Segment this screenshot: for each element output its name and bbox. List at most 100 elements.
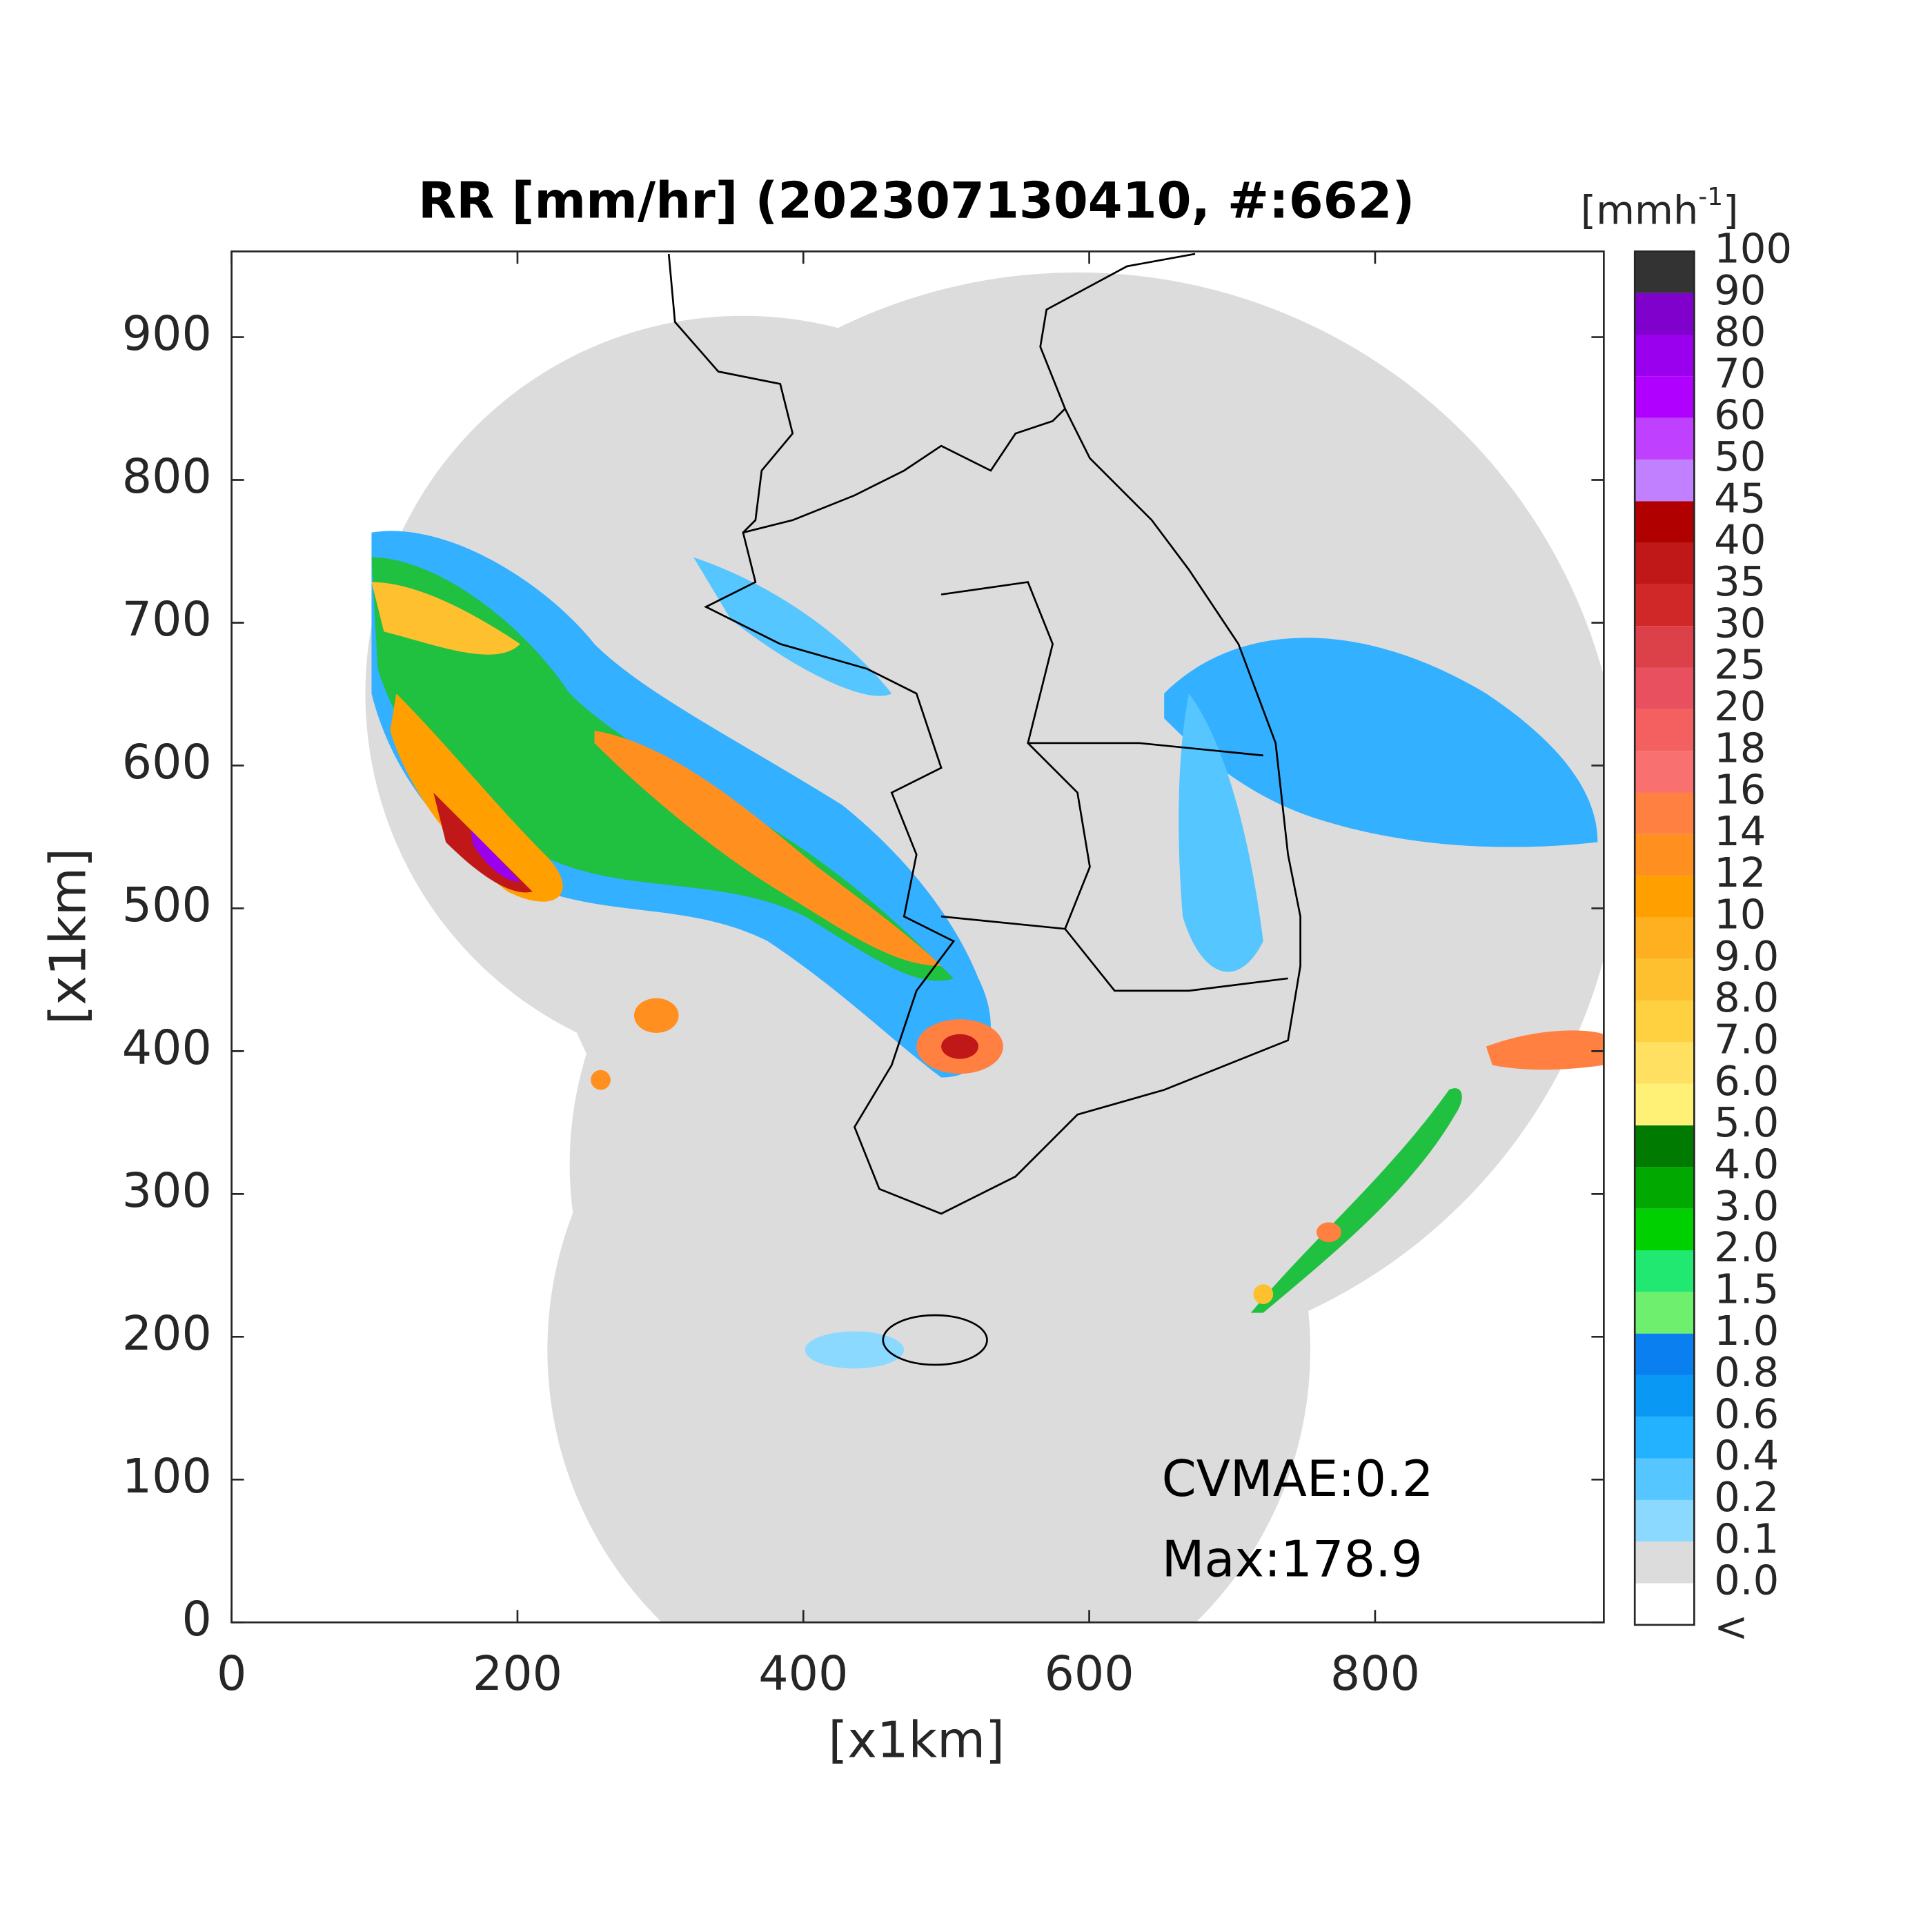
colorbar-label: 10 xyxy=(1714,891,1766,938)
colorbar-segment xyxy=(1635,917,1695,959)
colorbar-label: 12 xyxy=(1714,849,1766,896)
light-rain xyxy=(805,1331,905,1369)
colorbar-segment xyxy=(1635,1125,1695,1167)
y-tick-label: 700 xyxy=(122,593,212,647)
colorbar-label: 0.0 xyxy=(1714,1557,1779,1604)
colorbar-segment xyxy=(1635,667,1695,709)
x-tick-label: 400 xyxy=(758,1647,848,1702)
colorbar-label: 18 xyxy=(1714,724,1766,771)
colorbar-frame xyxy=(1633,250,1695,1626)
colorbar-label: 0.2 xyxy=(1714,1473,1779,1521)
x-axis-label: [x1km] xyxy=(828,1711,1005,1769)
colorbar-label: 80 xyxy=(1714,308,1766,355)
x-tick-label: 600 xyxy=(1045,1647,1134,1702)
map-area xyxy=(365,253,1604,1623)
y-tick-label: 300 xyxy=(122,1164,212,1219)
colorbar-label: 70 xyxy=(1714,349,1766,397)
y-tick-label: 900 xyxy=(122,307,212,362)
colorbar-label: 4.0 xyxy=(1714,1140,1779,1187)
colorbar-segment xyxy=(1635,1583,1695,1625)
x-tick-label: 0 xyxy=(217,1647,246,1702)
colorbar-label: 90 xyxy=(1714,266,1766,314)
coastline xyxy=(667,253,1301,1366)
colorbar-unit: [mmh-1] xyxy=(1581,183,1739,233)
colorbar-segment xyxy=(1635,1458,1695,1500)
colorbar-segment xyxy=(1635,1292,1695,1334)
y-tick-label: 200 xyxy=(122,1307,212,1361)
x-tick-label: 800 xyxy=(1330,1647,1420,1702)
heavy-rain xyxy=(1486,1030,1604,1070)
colorbar-segment xyxy=(1635,1541,1695,1584)
colorbar-segment xyxy=(1635,251,1695,293)
plot-frame xyxy=(230,250,1605,1624)
colorbar-label: 14 xyxy=(1714,807,1766,855)
y-tick-label: 0 xyxy=(182,1593,212,1647)
colorbar-label: 1.0 xyxy=(1714,1307,1779,1354)
colorbar-label: 50 xyxy=(1714,433,1766,480)
light-rain xyxy=(1179,693,1263,972)
colorbar-segment xyxy=(1635,626,1695,668)
colorbar-label: 3.0 xyxy=(1714,1182,1779,1230)
colorbar-segment xyxy=(1635,876,1695,918)
light-rain xyxy=(1164,638,1598,847)
colorbar-segment xyxy=(1635,709,1695,751)
colorbar-unit-exponent: -1 xyxy=(1698,183,1723,211)
colorbar-label: 0.4 xyxy=(1714,1432,1779,1479)
annotation: Max:178.9 xyxy=(1162,1530,1423,1588)
colorbar-label: 8.0 xyxy=(1714,974,1779,1021)
colorbar-label: 60 xyxy=(1714,391,1766,439)
y-tick-label: 400 xyxy=(122,1021,212,1076)
colorbar-segment xyxy=(1635,1333,1695,1375)
colorbar-segment xyxy=(1635,584,1695,627)
colorbar-label: < xyxy=(1714,1603,1748,1650)
colorbar-label: 20 xyxy=(1714,682,1766,730)
border-line xyxy=(742,408,1066,534)
colorbar-label: 7.0 xyxy=(1714,1016,1779,1063)
jeju-island xyxy=(882,1314,988,1366)
heavy-rain xyxy=(390,693,563,902)
colorbar-segment xyxy=(1635,1208,1695,1251)
colorbar-segment xyxy=(1635,1374,1695,1417)
x-tick-label: 200 xyxy=(473,1647,562,1702)
colorbar-segment xyxy=(1635,1083,1695,1126)
colorbar-segment xyxy=(1635,958,1695,1001)
colorbar-label: 100 xyxy=(1714,224,1792,272)
colorbar-label: 0.8 xyxy=(1714,1348,1779,1396)
extreme-rain xyxy=(471,829,520,882)
map-title: RR [mm/hr] (202307130410, #:662) xyxy=(418,172,1414,230)
colorbar-label: 1.5 xyxy=(1714,1265,1779,1312)
colorbar-label: 35 xyxy=(1714,558,1766,605)
rain-echoes xyxy=(371,531,1604,1369)
colorbar-label: 5.0 xyxy=(1714,1098,1779,1146)
colorbar-segment xyxy=(1635,417,1695,460)
colorbar-label: 9.0 xyxy=(1714,932,1779,980)
heavy-rain xyxy=(371,582,520,655)
y-axis-label: [x1km] xyxy=(39,848,97,1025)
colorbar-label: 40 xyxy=(1714,516,1766,564)
colorbar-segment xyxy=(1635,542,1695,584)
colorbar-segment xyxy=(1635,834,1695,876)
colorbar-label: 6.0 xyxy=(1714,1057,1779,1105)
colorbar-segment xyxy=(1635,501,1695,543)
province-line xyxy=(940,581,1288,992)
colorbar-label: 2.0 xyxy=(1714,1223,1779,1271)
heavy-rain xyxy=(591,1070,611,1090)
heavy-rain xyxy=(1316,1222,1341,1243)
y-tick-label: 600 xyxy=(122,736,212,790)
colorbar-label: 0.6 xyxy=(1714,1390,1779,1437)
colorbar-segment xyxy=(1635,1000,1695,1043)
colorbar-segment xyxy=(1635,751,1695,793)
colorbar-segment xyxy=(1635,1167,1695,1209)
colorbar-label: 45 xyxy=(1714,474,1766,522)
colorbar-label: 25 xyxy=(1714,641,1766,689)
y-tick-label: 100 xyxy=(122,1450,212,1504)
intense-rain xyxy=(941,1034,978,1059)
colorbar-segment xyxy=(1635,376,1695,418)
annotation: CVMAE:0.2 xyxy=(1162,1450,1434,1508)
colorbar-label: 30 xyxy=(1714,599,1766,647)
colorbar-segment xyxy=(1635,1417,1695,1459)
coast-line xyxy=(667,253,1301,1215)
heavy-rain xyxy=(594,730,942,966)
y-tick-label: 800 xyxy=(122,450,212,504)
